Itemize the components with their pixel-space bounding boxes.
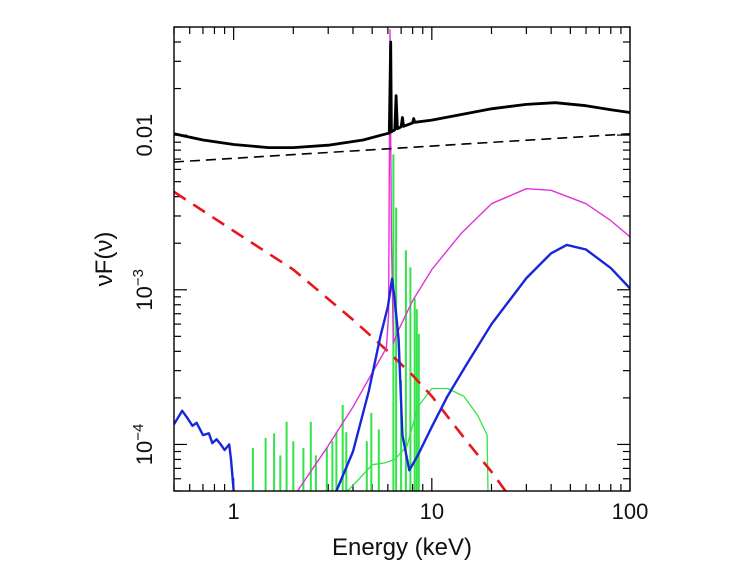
y-axis-label: νF(ν) xyxy=(91,232,118,287)
x-axis-label: Energy (keV) xyxy=(332,534,472,561)
series-total-model xyxy=(174,40,630,149)
chart-series xyxy=(174,29,630,491)
y-tick-label-base: 10 xyxy=(132,286,157,310)
series-reflection-component xyxy=(296,29,630,491)
series-absorbed-component-high xyxy=(335,243,630,491)
plot-frame xyxy=(173,26,631,492)
series-group xyxy=(174,29,630,491)
y-tick-label-base: 0.01 xyxy=(132,114,157,157)
series-absorbed-component xyxy=(174,409,235,491)
x-tick-label: 100 xyxy=(612,499,649,524)
y-tick-label: 10−3 xyxy=(130,269,157,311)
x-tick-label: 10 xyxy=(420,499,444,524)
y-tick-label: 0.01 xyxy=(132,114,157,157)
y-tick-label: 10−4 xyxy=(130,424,157,466)
y-tick-label-exponent: −4 xyxy=(130,424,147,441)
series-power-law-continuum xyxy=(174,133,630,163)
y-tick-label-base: 10 xyxy=(132,441,157,465)
y-tick-label-exponent: −3 xyxy=(130,269,147,286)
x-tick-label: 1 xyxy=(228,499,240,524)
